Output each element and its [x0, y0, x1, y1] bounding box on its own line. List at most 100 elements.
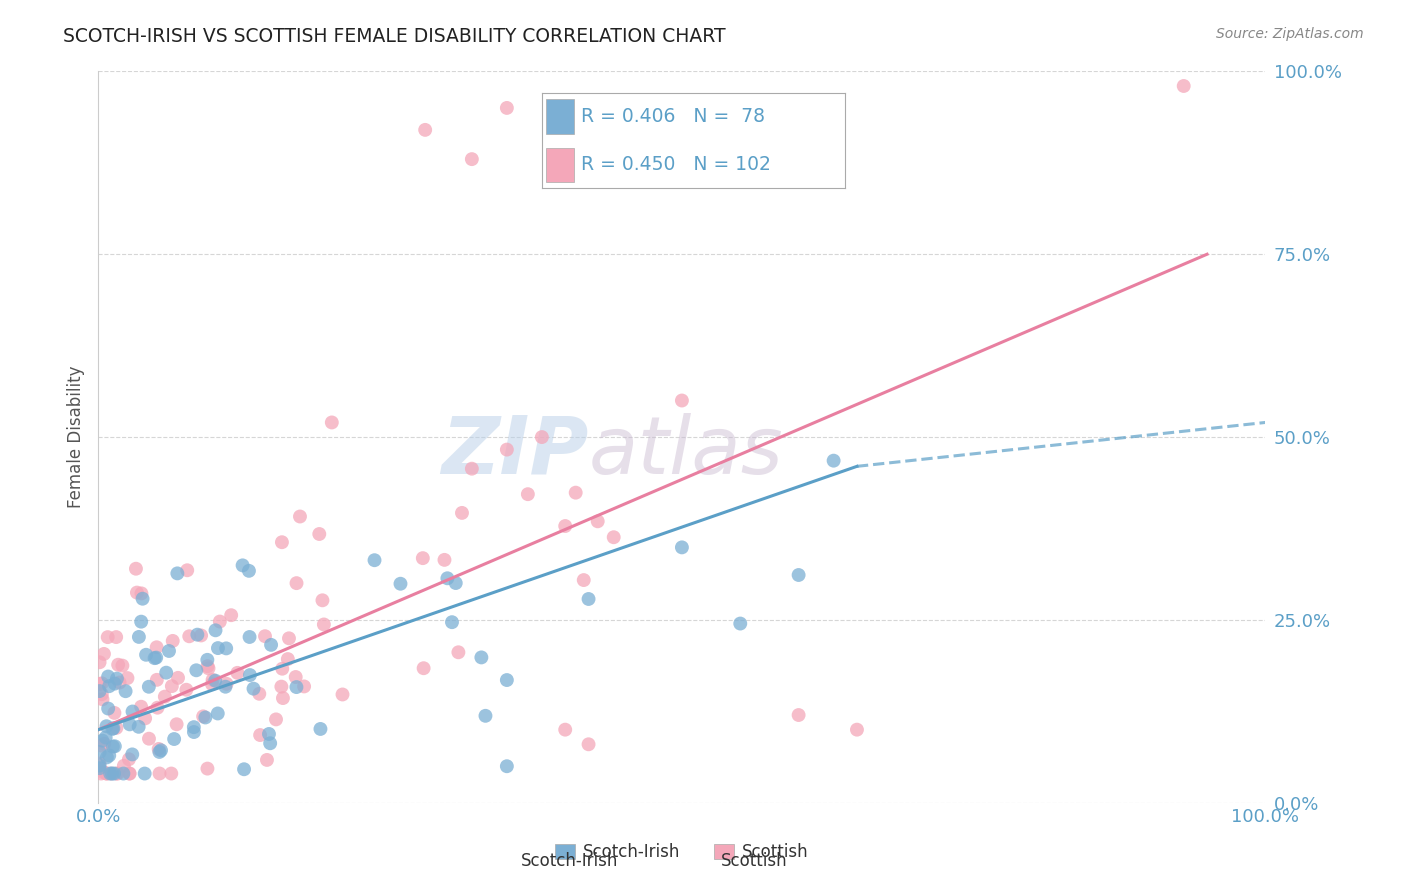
Point [309, 722, 332, 736]
Text: Scottish: Scottish [721, 852, 787, 870]
Text: Scotch-Irish: Scotch-Irish [522, 852, 619, 870]
Legend: Scotch-Irish, Scottish: Scotch-Irish, Scottish [548, 837, 815, 868]
Point [97, 630, 120, 644]
Point [278, 632, 301, 646]
Point [125, 585, 148, 599]
Point [787, 568, 810, 582]
Point [153, 690, 176, 704]
Point [179, 629, 201, 643]
Point [103, 721, 125, 735]
Point [572, 573, 595, 587]
Point [96, 750, 118, 764]
Point [219, 608, 242, 623]
Point [226, 665, 249, 680]
Point [91, 692, 114, 706]
Point [125, 562, 148, 576]
Point [207, 706, 229, 721]
Point [201, 677, 224, 691]
Point [257, 727, 280, 741]
Point [461, 152, 484, 166]
Point [89, 684, 111, 698]
Point [148, 745, 170, 759]
Point [671, 541, 693, 555]
Point [578, 737, 600, 751]
Point [135, 648, 157, 662]
Point [103, 766, 125, 780]
Point [104, 676, 127, 690]
Point [89, 758, 111, 772]
Point [90, 739, 112, 753]
Point [271, 691, 294, 706]
Point [253, 629, 276, 643]
Point [233, 762, 256, 776]
Point [89, 761, 111, 775]
Point [121, 705, 143, 719]
Point [271, 535, 294, 549]
Point [98, 748, 121, 763]
Point [146, 673, 169, 687]
Point [602, 530, 624, 544]
Point [93, 737, 115, 751]
Point [96, 766, 118, 780]
Point [131, 586, 153, 600]
Point [285, 680, 308, 694]
Point [166, 717, 188, 731]
Point [474, 708, 496, 723]
Point [285, 576, 308, 591]
Point [167, 671, 190, 685]
Point [191, 709, 214, 723]
Point [496, 673, 519, 687]
Point [363, 553, 385, 567]
Point [143, 651, 166, 665]
Point [186, 628, 208, 642]
Point [215, 641, 238, 656]
Point [433, 553, 456, 567]
Point [162, 634, 184, 648]
Point [157, 644, 180, 658]
Point [118, 717, 141, 731]
Point [89, 655, 111, 669]
Point [204, 624, 226, 638]
Point [103, 706, 125, 720]
Point [148, 766, 170, 780]
Point [129, 615, 152, 629]
Point [451, 506, 474, 520]
Point [89, 677, 111, 691]
Point [107, 766, 129, 780]
Point [321, 416, 343, 430]
Point [101, 739, 124, 754]
Point [270, 680, 292, 694]
Point [264, 713, 287, 727]
Point [101, 766, 124, 780]
Point [554, 723, 576, 737]
Point [118, 766, 141, 780]
Point [413, 123, 436, 137]
Point [389, 576, 412, 591]
Point [496, 759, 519, 773]
Point [197, 762, 219, 776]
Point [208, 615, 231, 629]
Point [166, 566, 188, 581]
Point [730, 616, 752, 631]
Point [183, 725, 205, 739]
Point [150, 743, 173, 757]
Point [190, 628, 212, 642]
Point [90, 687, 112, 701]
Point [96, 719, 118, 733]
Y-axis label: Female Disability: Female Disability [66, 366, 84, 508]
Point [195, 653, 218, 667]
Point [412, 661, 434, 675]
Point [176, 563, 198, 577]
Point [197, 661, 219, 675]
Point [96, 766, 118, 780]
Point [277, 652, 299, 666]
Point [239, 668, 262, 682]
Point [440, 615, 463, 630]
Point [107, 657, 129, 672]
Point [105, 766, 128, 780]
Point [111, 658, 134, 673]
Point [444, 576, 467, 591]
Point [128, 720, 150, 734]
Point [118, 766, 141, 780]
Point [578, 592, 600, 607]
